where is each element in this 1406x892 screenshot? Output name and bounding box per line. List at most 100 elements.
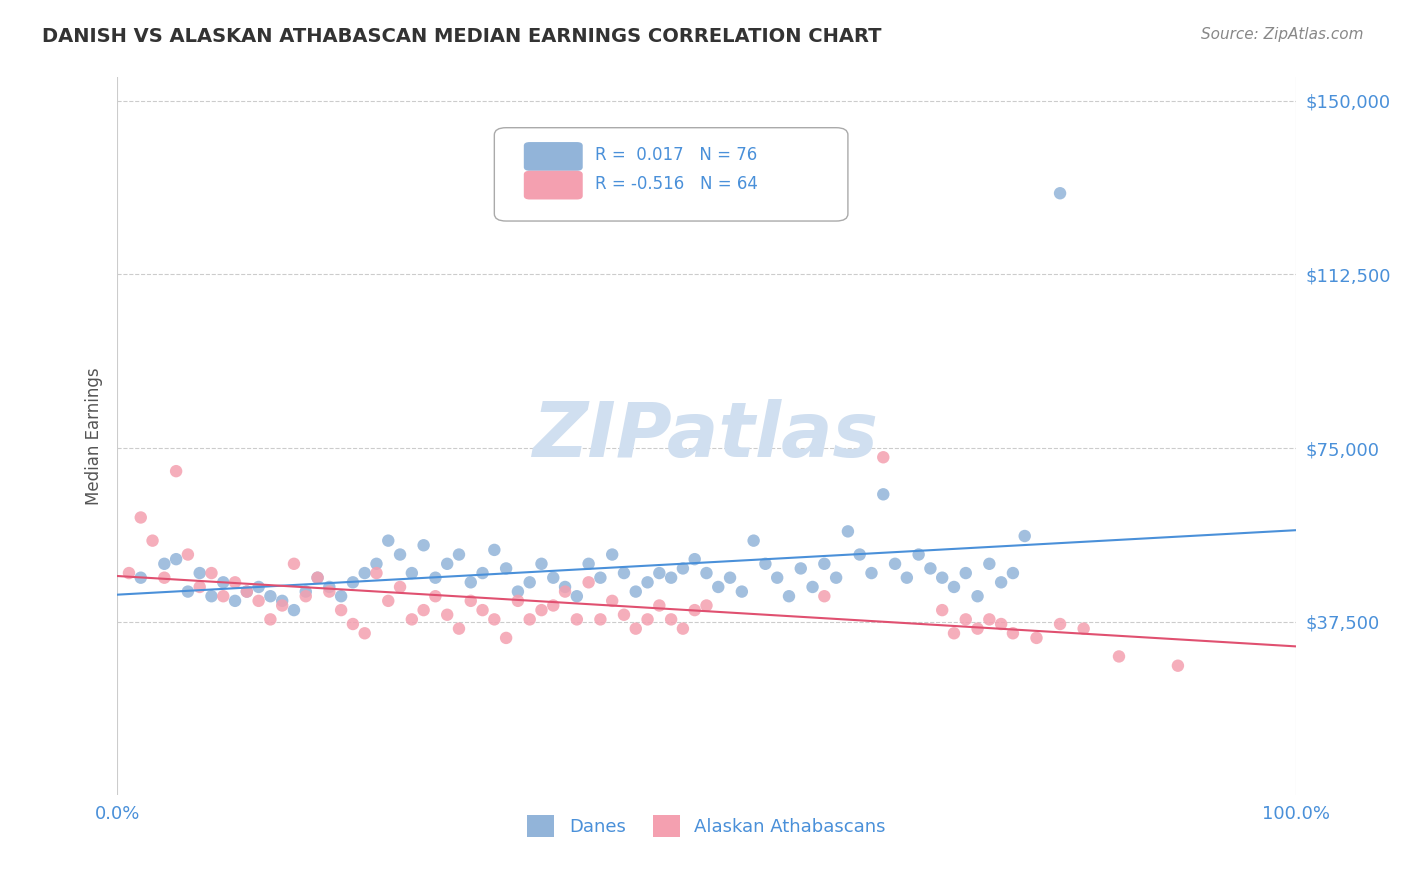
Point: [484, 612, 506, 626]
Point: [543, 599, 565, 613]
Point: [695, 599, 717, 613]
Point: [578, 557, 600, 571]
Point: [637, 612, 659, 626]
Point: [742, 533, 765, 548]
Point: [530, 557, 553, 571]
Point: [872, 487, 894, 501]
Point: [754, 557, 776, 571]
Point: [966, 622, 988, 636]
Point: [318, 580, 340, 594]
Point: [318, 584, 340, 599]
Point: [294, 589, 316, 603]
Point: [943, 580, 966, 594]
Point: [212, 589, 235, 603]
Point: [447, 622, 470, 636]
Point: [188, 566, 211, 580]
Point: [979, 557, 1001, 571]
Point: [224, 575, 246, 590]
Point: [648, 599, 671, 613]
Point: [589, 571, 612, 585]
Point: [955, 612, 977, 626]
Point: [600, 548, 623, 562]
Point: [271, 599, 294, 613]
Point: [600, 594, 623, 608]
Point: [659, 571, 682, 585]
Point: [648, 566, 671, 580]
Point: [212, 575, 235, 590]
Point: [307, 571, 329, 585]
Point: [907, 548, 929, 562]
Point: [990, 575, 1012, 590]
Point: [259, 589, 281, 603]
Point: [259, 612, 281, 626]
Point: [1108, 649, 1130, 664]
Point: [578, 575, 600, 590]
Point: [377, 594, 399, 608]
Point: [1001, 626, 1024, 640]
Point: [412, 603, 434, 617]
Point: [731, 584, 754, 599]
Point: [471, 603, 494, 617]
Point: [624, 584, 647, 599]
Point: [801, 580, 824, 594]
Legend: Danes, Alaskan Athabascans: Danes, Alaskan Athabascans: [520, 807, 893, 844]
Point: [412, 538, 434, 552]
Point: [236, 584, 259, 599]
Point: [200, 589, 222, 603]
Point: [342, 575, 364, 590]
Point: [165, 464, 187, 478]
Point: [224, 594, 246, 608]
Point: [837, 524, 859, 539]
Point: [366, 557, 388, 571]
FancyBboxPatch shape: [495, 128, 848, 221]
Point: [1001, 566, 1024, 580]
Point: [247, 580, 270, 594]
Point: [766, 571, 789, 585]
Point: [307, 571, 329, 585]
Point: [460, 575, 482, 590]
Point: [825, 571, 848, 585]
Point: [129, 510, 152, 524]
FancyBboxPatch shape: [524, 170, 582, 200]
Point: [330, 603, 353, 617]
Point: [495, 631, 517, 645]
Point: [718, 571, 741, 585]
Point: [353, 566, 375, 580]
Point: [1073, 622, 1095, 636]
Point: [506, 594, 529, 608]
Point: [848, 548, 870, 562]
Point: [1014, 529, 1036, 543]
Point: [330, 589, 353, 603]
Text: Source: ZipAtlas.com: Source: ZipAtlas.com: [1201, 27, 1364, 42]
Point: [484, 542, 506, 557]
Point: [294, 584, 316, 599]
Point: [1049, 617, 1071, 632]
Point: [447, 548, 470, 562]
Point: [659, 612, 682, 626]
Point: [425, 589, 447, 603]
Point: [613, 566, 636, 580]
Point: [389, 548, 412, 562]
Point: [118, 566, 141, 580]
Point: [589, 612, 612, 626]
Point: [931, 571, 953, 585]
Point: [177, 548, 200, 562]
Point: [1049, 186, 1071, 201]
Point: [813, 589, 835, 603]
Point: [613, 607, 636, 622]
Point: [896, 571, 918, 585]
Point: [565, 589, 588, 603]
Point: [283, 603, 305, 617]
Point: [283, 557, 305, 571]
Point: [506, 584, 529, 599]
Point: [672, 622, 695, 636]
Point: [247, 594, 270, 608]
Point: [519, 612, 541, 626]
Point: [990, 617, 1012, 632]
Text: R =  0.017   N = 76: R = 0.017 N = 76: [595, 146, 756, 164]
Y-axis label: Median Earnings: Median Earnings: [86, 368, 103, 505]
Point: [177, 584, 200, 599]
Point: [884, 557, 907, 571]
Text: ZIPatlas: ZIPatlas: [533, 400, 880, 474]
Point: [129, 571, 152, 585]
